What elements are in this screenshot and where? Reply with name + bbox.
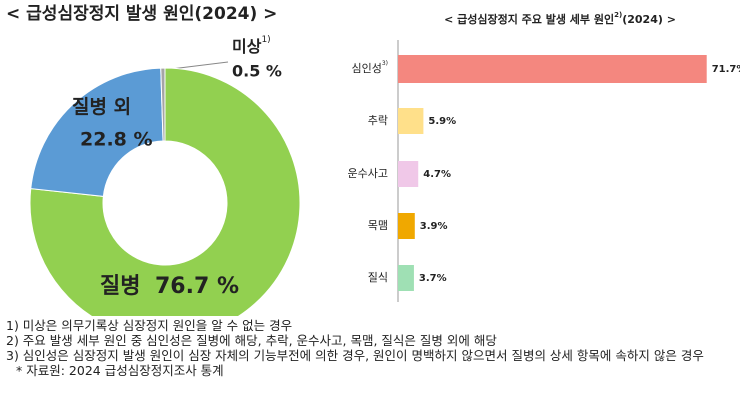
bar-title-main: < 급성심장정지 주요 발생 세부 원인 — [444, 12, 614, 26]
slice-label-text: 질병 — [100, 274, 140, 299]
category-label: 심인성3) — [351, 60, 388, 76]
footnote: * 자료원: 2024 급성심장정지조사 통계 — [16, 363, 224, 378]
category-label-text: 질식 — [368, 271, 388, 284]
pie-title: < 급성심장정지 발생 원인(2024) > — [6, 4, 277, 24]
category-label-note: 3) — [382, 60, 388, 67]
bar-title-suffix: (2024) > — [622, 13, 676, 26]
chart: < 급성심장정지 발생 원인(2024) > < 급성심장정지 주요 발생 세부… — [6, 4, 740, 316]
pie-slice — [160, 67, 166, 142]
category-label-text: 심인성 — [351, 62, 381, 75]
bar-title: < 급성심장정지 주요 발생 세부 원인2)(2024) > — [444, 11, 676, 26]
category-label: 질식 — [368, 271, 388, 284]
slice-value-label: 76.7 % — [155, 274, 239, 299]
value-label: 4.7% — [423, 169, 451, 180]
value-label: 3.7% — [419, 273, 447, 284]
slice-value-label: 0.5 % — [232, 62, 282, 81]
footnote: 3) 심인성은 심장정지 발생 원인이 심장 자체의 기능부전에 의한 경우, … — [6, 348, 704, 363]
bar-title-note: 2) — [614, 11, 622, 19]
category-label-text: 목맴 — [368, 219, 388, 232]
bar — [398, 161, 419, 187]
pie-slice — [29, 67, 301, 316]
category-label: 목맴 — [368, 219, 388, 232]
category-label-text: 추락 — [368, 114, 388, 127]
bar — [398, 265, 414, 291]
footnotes: 1) 미상은 의무기록상 심장정지 원인을 알 수 없는 경우 2) 주요 발생 … — [6, 318, 740, 378]
value-label: 71.7% — [712, 64, 740, 75]
bar — [398, 213, 415, 239]
category-label: 추락 — [368, 114, 388, 127]
slice-label-note: 1) — [261, 35, 270, 45]
bar — [398, 108, 424, 134]
slice-value-label: 22.8 % — [80, 129, 153, 151]
category-label-text: 운수사고 — [348, 167, 388, 180]
footnote: 2) 주요 발생 세부 원인 중 심인성은 질병에 해당, 추락, 운수사고, … — [6, 333, 497, 348]
slice-label: 질병 — [100, 274, 140, 299]
bar — [398, 55, 707, 83]
slice-label: 미상1) — [232, 35, 271, 56]
slice-label-text: 질병 외 — [72, 96, 131, 118]
category-label: 운수사고 — [348, 167, 388, 180]
pie-slice — [30, 67, 164, 197]
value-label: 3.9% — [420, 221, 448, 232]
slice-label-text: 미상 — [232, 37, 262, 56]
footnote: 1) 미상은 의무기록상 심장정지 원인을 알 수 없는 경우 — [6, 318, 293, 333]
slice-label: 질병 외 — [72, 96, 131, 118]
value-label: 5.9% — [428, 116, 456, 127]
